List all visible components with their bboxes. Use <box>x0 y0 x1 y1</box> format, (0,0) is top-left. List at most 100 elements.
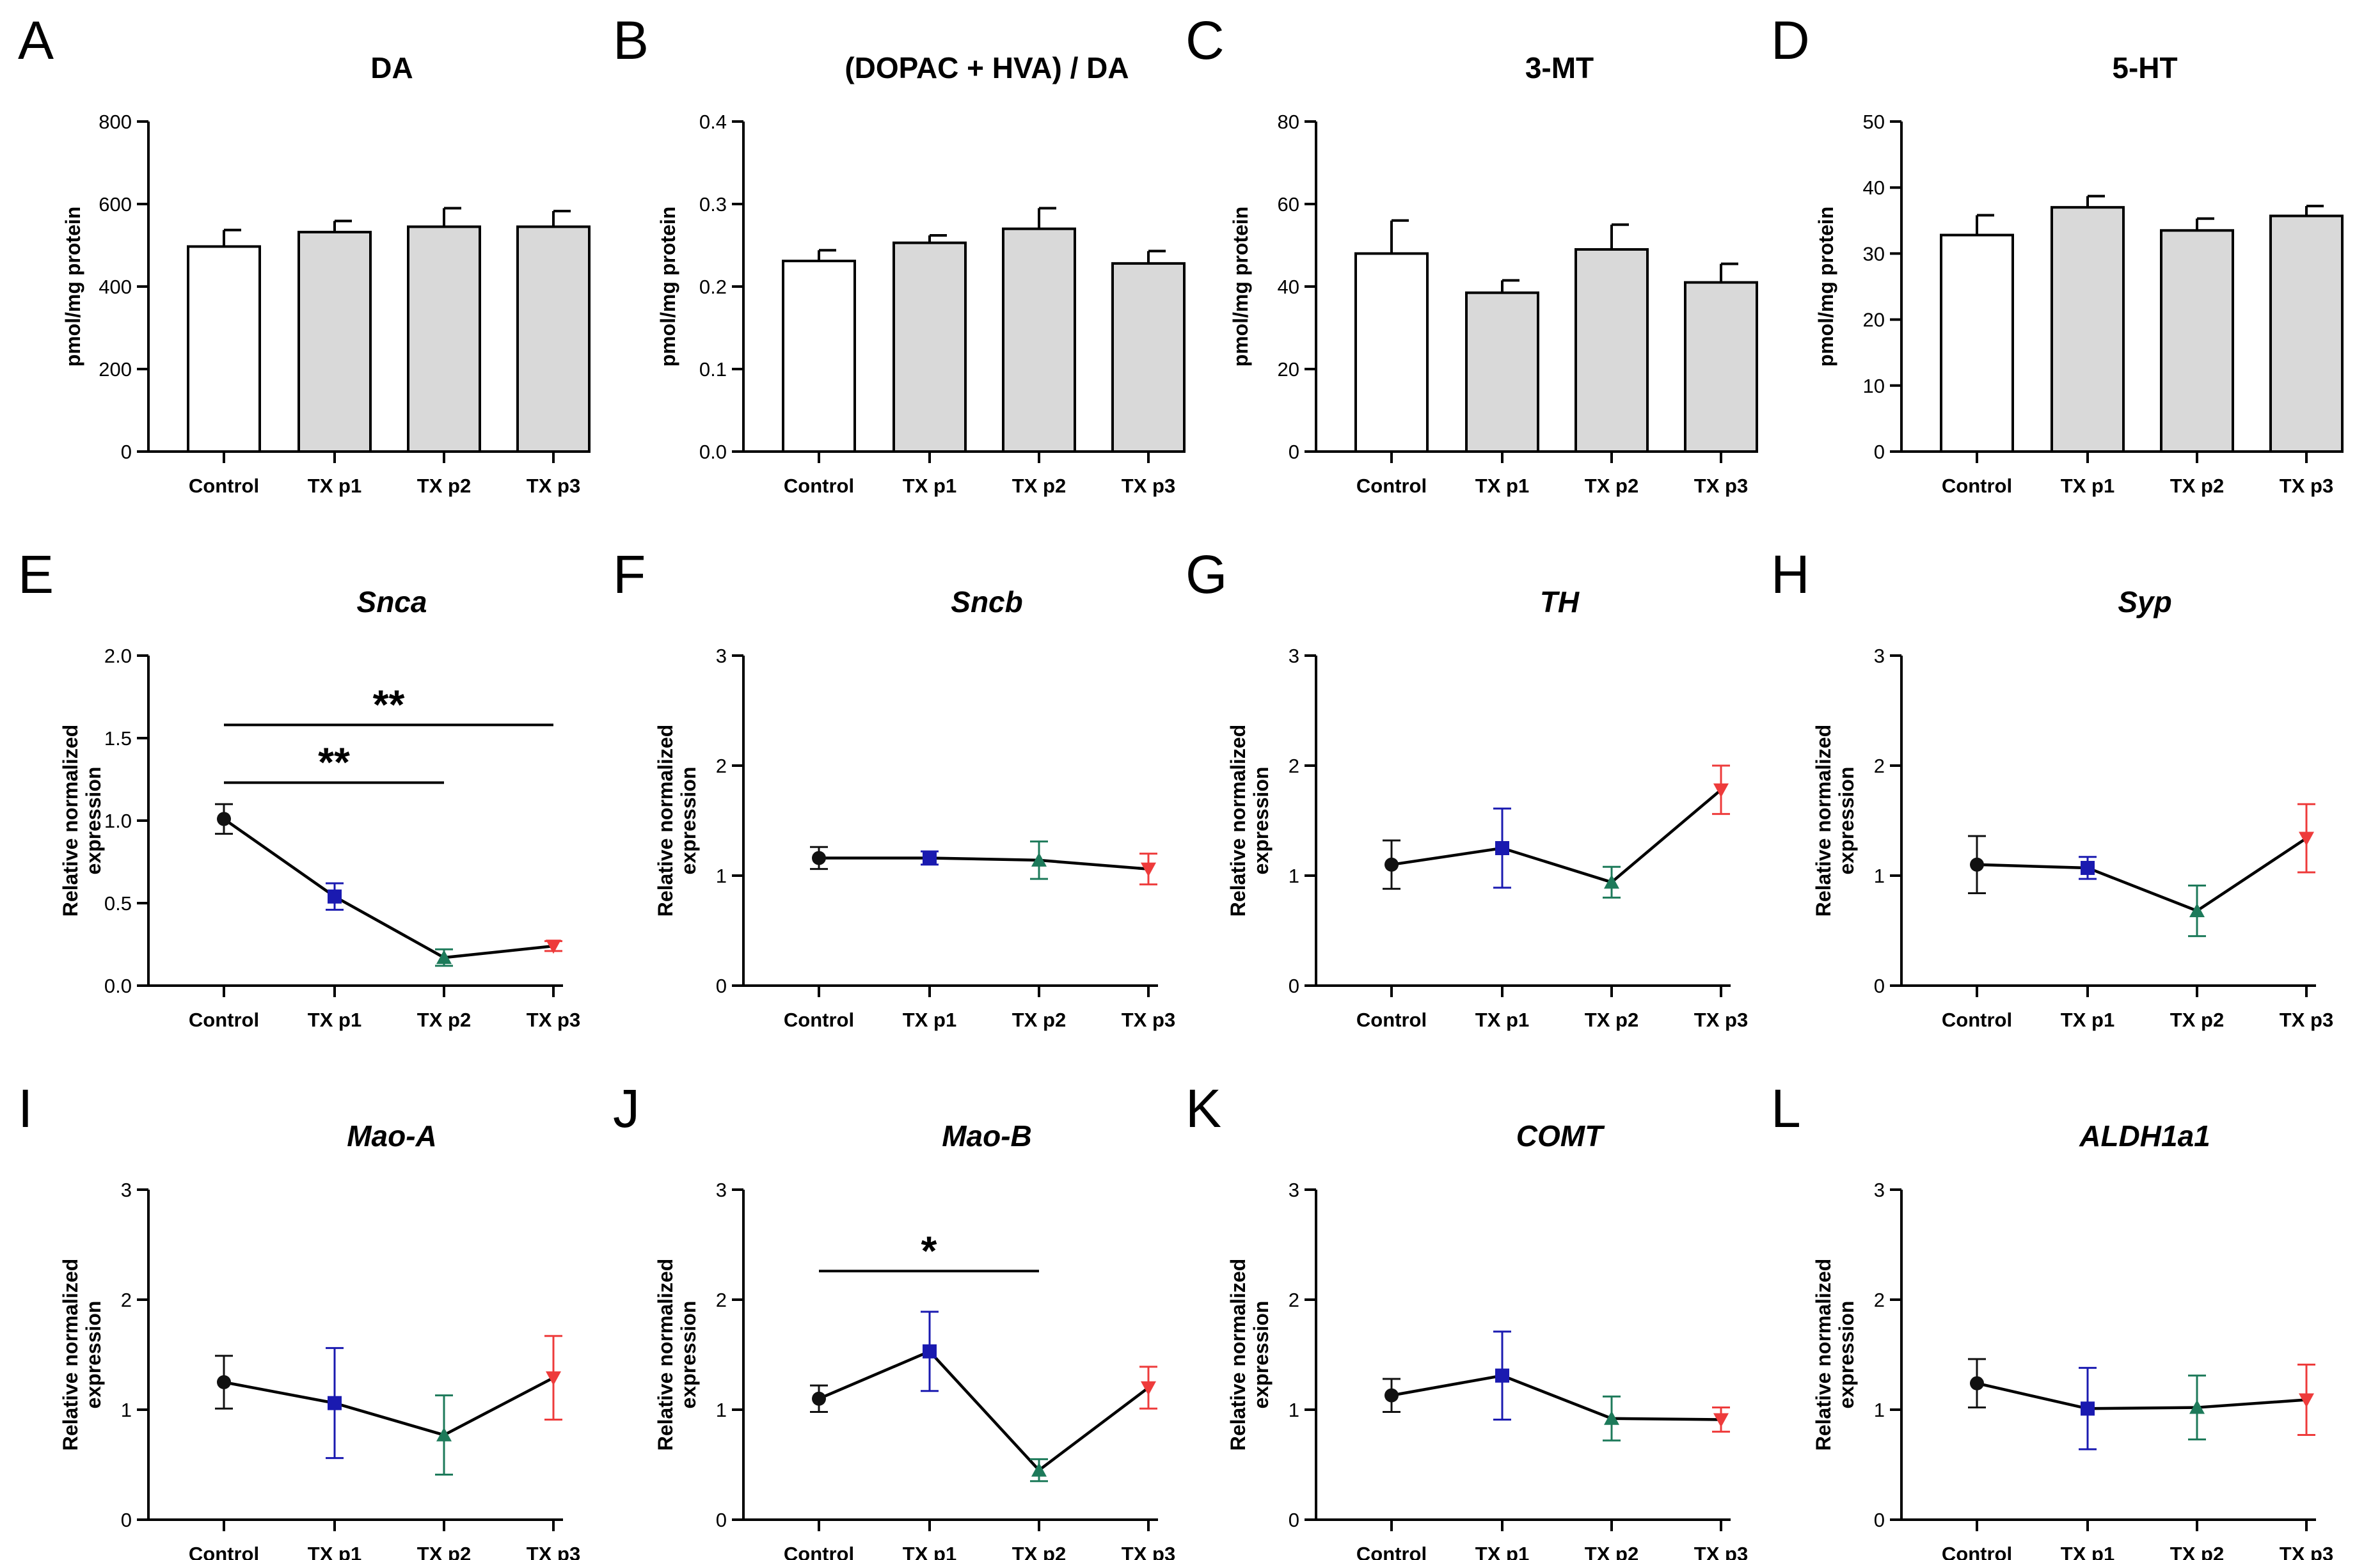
y-tick-label: 3 <box>1874 1179 1885 1201</box>
panel-l: L ALDH1a1 Relative normalizedexpression 0 1 2… <box>1771 1078 2333 1560</box>
y-tick-label: 0 <box>1289 1509 1299 1531</box>
series-line <box>223 817 554 959</box>
y-tick-label: 0 <box>1874 1509 1885 1531</box>
y-tick-label: 1 <box>1874 1399 1885 1421</box>
y-axis-label-line: expression <box>1835 767 1858 875</box>
x-tick-label: TX p3 <box>2280 1009 2333 1031</box>
x-tick-label: TX p2 <box>2170 1009 2224 1031</box>
data-point <box>812 851 826 865</box>
y-axis-label-line: Relative normalized <box>1226 1259 1250 1451</box>
y-tick-label: 2 <box>716 755 727 777</box>
y-tick-label: 3 <box>716 1179 727 1201</box>
y-axis-label-line: Relative normalized <box>59 1259 82 1451</box>
x-tick-label: TX p2 <box>1585 1009 1638 1031</box>
data-point <box>2081 1401 2095 1416</box>
y-tick-label: 600 <box>99 193 132 216</box>
y-axis-label-line: pmol/mg protein <box>1814 207 1837 367</box>
panel-h: H Syp Relative normalizedexpression 0 1 2 3 Con… <box>1771 544 2333 1031</box>
x-tick-label: Control <box>189 475 259 497</box>
x-tick-label: Control <box>1356 1009 1427 1031</box>
x-tick-label: TX p2 <box>417 1009 471 1031</box>
y-tick-label: 3 <box>1874 645 1885 667</box>
y-tick-label: 3 <box>121 1179 132 1201</box>
x-tick-label: TX p2 <box>2170 1543 2224 1560</box>
y-tick-label: 1 <box>1289 865 1299 887</box>
data-point <box>546 1371 561 1386</box>
x-tick-label: TX p1 <box>903 475 956 497</box>
x-tick-label: TX p3 <box>2280 475 2333 497</box>
panel-label: K <box>1186 1078 1221 1138</box>
bar <box>1111 262 1186 453</box>
series-line <box>1976 1382 2307 1410</box>
panel-title: Mao-B <box>942 1119 1032 1153</box>
y-axis-label-line: expression <box>82 767 105 875</box>
x-tick-label: TX p3 <box>1694 1543 1748 1560</box>
bar <box>407 225 481 453</box>
x-tick-label: Control <box>1942 1543 2012 1560</box>
x-tick-label: TX p3 <box>527 1009 580 1031</box>
panel-j: J Mao-B Relative normalizedexpression 0 1 2 3 C… <box>613 1078 1175 1560</box>
y-tick-label: 0 <box>121 1509 132 1531</box>
x-tick-label: TX p2 <box>2170 475 2224 497</box>
y-tick-label: 0 <box>716 1509 727 1531</box>
y-axis-label-line: Relative normalized <box>1226 725 1250 917</box>
data-point <box>328 889 342 904</box>
x-tick-label: TX p3 <box>527 1543 580 1560</box>
panel-label: L <box>1771 1078 1801 1138</box>
x-tick-label: TX p3 <box>1122 475 1175 497</box>
panel-c: C 3-MT pmol/mg protein 0 20 40 60 80 Control TX p… <box>1186 10 1758 497</box>
x-tick-label: TX p1 <box>903 1009 956 1031</box>
y-tick-label: 400 <box>99 276 132 298</box>
y-axis-label-line: Relative normalized <box>1812 725 1835 917</box>
y-axis-label: pmol/mg protein <box>1229 207 1252 367</box>
data-point <box>2299 831 2314 846</box>
y-tick-label: 1 <box>716 1399 727 1421</box>
panel-title: (DOPAC + HVA) / DA <box>845 51 1129 84</box>
y-axis-label-line: pmol/mg protein <box>656 207 679 367</box>
y-tick-label: 2 <box>121 1289 132 1311</box>
y-axis-label: pmol/mg protein <box>656 207 679 367</box>
data-point <box>1604 874 1619 889</box>
x-tick-label: TX p2 <box>1012 1009 1066 1031</box>
data-point <box>217 1375 231 1389</box>
x-tick-label: TX p1 <box>2061 475 2114 497</box>
panel-label: J <box>613 1078 640 1138</box>
y-axis-label-line: expression <box>82 1301 105 1409</box>
panel-e: E Snca Relative normalizedexpression 0.0 0.5… <box>18 544 580 1031</box>
data-point <box>2189 1399 2205 1414</box>
y-axis-label-line: Relative normalized <box>654 1259 677 1451</box>
bar <box>1465 291 1539 453</box>
x-tick-label: TX p3 <box>2280 1543 2333 1560</box>
y-axis-label-line: expression <box>677 1301 700 1409</box>
data-point <box>1970 1376 1984 1391</box>
y-axis-label: Relative normalizedexpression <box>1226 725 1273 917</box>
data-point <box>546 940 561 954</box>
y-tick-label: 80 <box>1278 111 1299 133</box>
y-axis-label-line: expression <box>1250 767 1273 875</box>
bar <box>782 260 856 453</box>
y-tick-label: 0.0 <box>699 441 727 463</box>
x-tick-label: TX p1 <box>1475 475 1529 497</box>
data-point <box>812 1391 826 1406</box>
y-tick-label: 2 <box>1874 1289 1885 1311</box>
panel-title: Sncb <box>951 585 1022 618</box>
panel-label: F <box>613 544 646 604</box>
y-tick-label: 0.4 <box>699 111 727 133</box>
panel-title: 3-MT <box>1525 51 1594 84</box>
x-tick-label: TX p3 <box>1122 1009 1175 1031</box>
y-axis-label-line: expression <box>677 767 700 875</box>
y-tick-label: 1.0 <box>104 810 132 832</box>
panel-title: TH <box>1540 585 1580 618</box>
y-tick-label: 40 <box>1863 177 1885 199</box>
panel-label: H <box>1771 544 1810 604</box>
bar <box>187 245 261 453</box>
x-tick-label: TX p1 <box>308 475 361 497</box>
y-tick-label: 2 <box>1289 755 1299 777</box>
x-tick-label: Control <box>189 1543 259 1560</box>
panel-label: G <box>1186 544 1227 604</box>
x-tick-label: TX p2 <box>417 1543 471 1560</box>
x-tick-label: TX p1 <box>2061 1543 2114 1560</box>
y-tick-label: 0.0 <box>104 975 132 997</box>
y-tick-label: 800 <box>99 111 132 133</box>
series-line <box>223 1376 555 1437</box>
